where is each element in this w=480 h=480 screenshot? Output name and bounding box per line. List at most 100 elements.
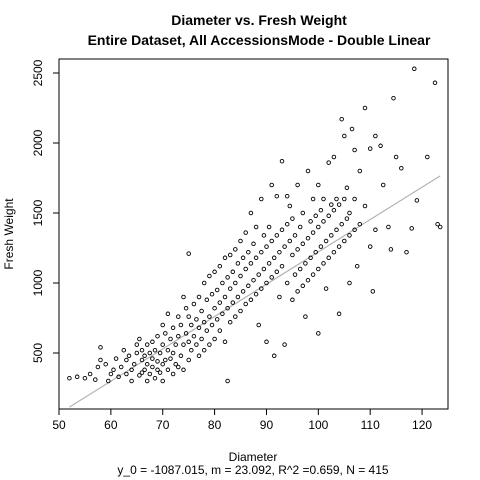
data-point [352,196,357,202]
data-point [321,219,326,224]
data-point [116,374,121,380]
data-point [144,342,150,347]
data-point [196,325,202,331]
data-point [287,238,293,244]
data-point [264,280,269,286]
data-point [256,272,261,277]
y-tick-label: 1500 [31,199,45,226]
data-point [155,359,160,364]
y-tick-label: 1000 [31,269,45,296]
data-point [308,255,313,261]
data-point [269,182,274,188]
data-point [150,339,155,345]
data-point [342,196,347,202]
data-point [196,294,202,300]
data-point [271,353,277,359]
data-point [313,249,318,255]
data-point [233,247,238,252]
data-point [316,266,321,272]
data-point [194,317,199,322]
data-point [186,339,191,345]
data-point [176,364,181,370]
data-point [173,342,178,347]
data-point [217,263,223,269]
data-point [259,196,264,202]
data-point [279,158,285,164]
data-point [305,168,311,174]
data-point [214,317,220,322]
data-point [220,280,225,286]
data-point [404,249,409,255]
data-point [225,305,230,311]
data-point [253,291,259,297]
x-axis-label: Diameter [229,450,278,464]
data-point [183,305,189,311]
data-point [191,301,197,307]
data-point [290,216,295,221]
data-point [253,255,259,261]
data-point [238,308,243,314]
data-point [318,207,324,213]
data-point [227,319,233,325]
data-point [321,196,326,202]
data-point [391,95,396,101]
data-point [131,361,137,367]
data-point [354,263,360,269]
data-point [279,263,285,269]
data-point [300,210,306,216]
data-point [139,357,145,363]
data-point [303,261,308,266]
data-point [212,336,217,342]
data-point [98,345,103,350]
data-point [106,378,111,384]
data-point [217,300,223,305]
data-point [310,272,316,277]
data-point [316,331,321,336]
data-point [87,371,93,377]
data-point [331,249,337,255]
data-point [212,269,217,275]
data-point [370,289,376,294]
data-point [339,221,344,227]
data-point [282,342,287,347]
data-point [248,297,254,303]
data-point [181,342,186,347]
data-point [329,233,334,238]
data-point [305,277,311,283]
data-point [157,350,163,356]
data-point [316,224,321,230]
data-point [323,238,329,244]
data-point [323,286,329,291]
data-point [246,283,251,289]
data-point [373,227,378,233]
points-layer [67,66,443,384]
data-point [329,202,334,207]
data-point [393,154,399,160]
data-point [274,269,280,275]
data-point [209,322,215,328]
data-point [201,280,207,286]
data-point [150,364,155,370]
data-point [380,182,386,188]
data-point [152,347,158,353]
data-point [303,314,308,319]
data-point [176,333,181,339]
data-point [313,213,318,219]
data-point [183,331,189,336]
data-point [414,198,420,203]
data-point [310,196,316,202]
data-point [129,378,134,384]
data-point [253,224,259,230]
data-point [126,353,132,359]
x-tick-label: 90 [260,418,274,432]
data-point [295,289,300,294]
data-point [240,255,246,261]
data-point [308,219,313,224]
data-point [201,319,207,325]
data-point [349,126,355,132]
data-point [214,287,220,293]
data-point [362,105,368,111]
data-point [225,378,230,384]
data-point [113,356,119,361]
y-tick-label: 2500 [31,59,45,86]
